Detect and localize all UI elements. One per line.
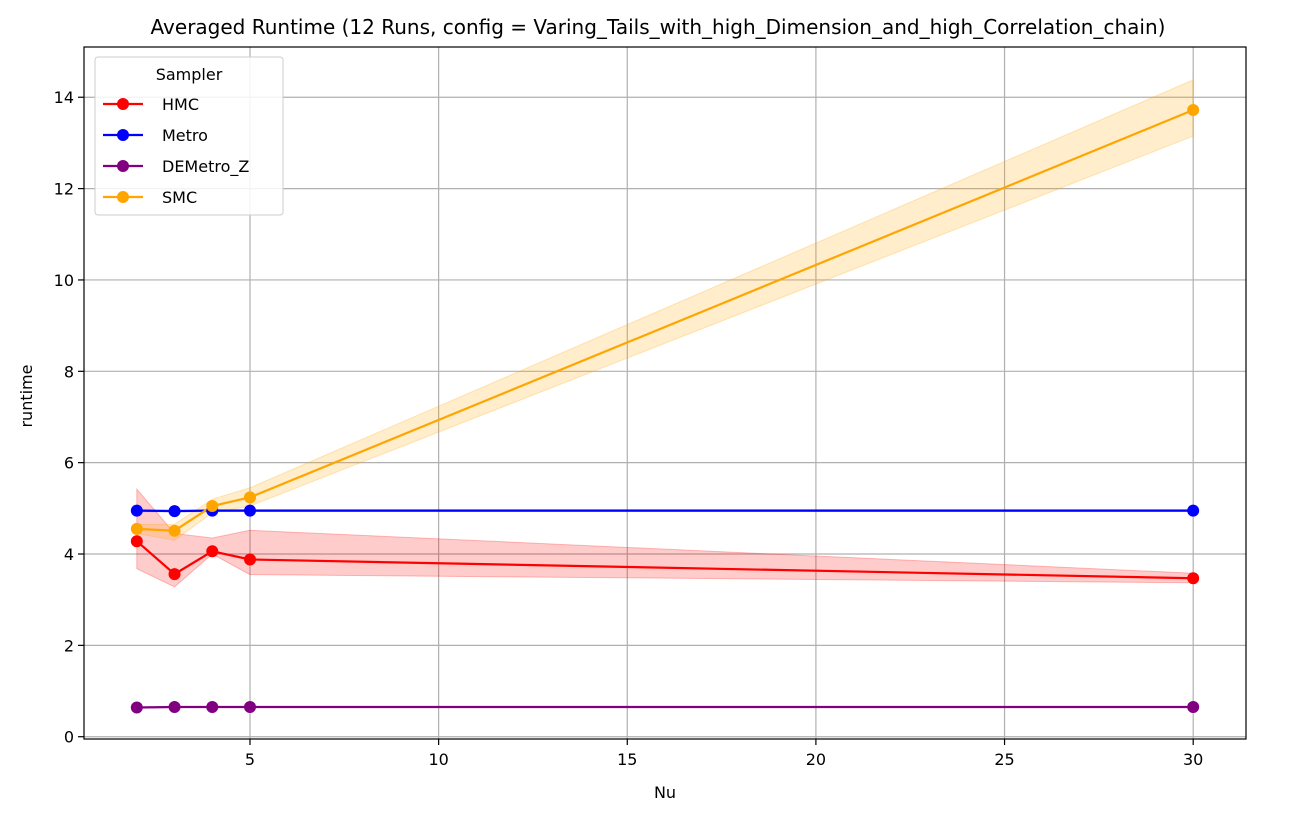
legend: Sampler HMC Metro DEMetro_Z SMC: [94, 56, 284, 216]
x-tick-label: 30: [1183, 750, 1203, 769]
smc-point: [1187, 104, 1200, 117]
demetro-z-point: [206, 701, 219, 714]
metro-point: [130, 504, 143, 517]
y-tick-label: 10: [54, 271, 74, 290]
metro-point: [244, 504, 256, 517]
legend-hmc-swatch-marker: [117, 98, 129, 110]
hmc-point: [168, 568, 181, 581]
hmc-point: [206, 545, 219, 558]
y-axis-label: runtime: [17, 364, 36, 427]
legend-box: [94, 56, 284, 216]
grid-lines: [84, 47, 1246, 739]
x-tick-label: 15: [617, 750, 637, 769]
plot-frame: [83, 46, 1247, 740]
demetro-z-point: [244, 701, 256, 714]
smc-point: [168, 524, 181, 537]
legend-title: Sampler: [156, 65, 223, 84]
chart-title: Averaged Runtime (12 Runs, config = Vari…: [151, 15, 1166, 39]
y-tick-label: 0: [64, 728, 74, 747]
y-tick-label: 14: [54, 88, 74, 107]
smc-point: [244, 491, 256, 504]
series-points: [130, 104, 1200, 714]
x-axis-label: Nu: [654, 783, 676, 802]
legend-items: HMC Metro DEMetro_Z SMC: [103, 95, 249, 207]
smc-point: [130, 522, 143, 535]
hmc-point: [130, 535, 143, 548]
smc-band: [136, 79, 1194, 541]
y-tick-label: 6: [64, 454, 74, 473]
y-axis-ticks: 0 2 4 6 8 10 12 14: [54, 88, 84, 747]
legend-demetro-z-swatch-marker: [117, 160, 129, 172]
legend-demetro-z-label: DEMetro_Z: [162, 157, 249, 177]
y-tick-label: 2: [64, 636, 74, 655]
x-tick-label: 5: [245, 750, 255, 769]
legend-hmc-label: HMC: [162, 95, 199, 114]
y-tick-label: 4: [64, 545, 74, 564]
x-tick-label: 25: [994, 750, 1014, 769]
x-axis-ticks: 5 10 15 20 25 30: [245, 739, 1203, 769]
hmc-point: [244, 553, 256, 566]
metro-point: [168, 505, 181, 518]
y-tick-label: 8: [64, 362, 74, 381]
demetro-z-point: [130, 701, 143, 714]
metro-point: [1187, 504, 1200, 517]
hmc-point: [1187, 572, 1200, 585]
legend-metro-label: Metro: [162, 126, 208, 145]
legend-smc-swatch-marker: [117, 191, 129, 203]
legend-metro-swatch-marker: [117, 129, 129, 141]
y-tick-label: 12: [54, 180, 74, 199]
hmc-band: [136, 487, 1194, 588]
demetro-z-point: [168, 701, 181, 714]
demetro-z-point: [1187, 701, 1200, 714]
series-lines: [136, 109, 1194, 709]
smc-point: [206, 500, 219, 513]
legend-smc-label: SMC: [162, 188, 197, 207]
x-tick-label: 20: [806, 750, 826, 769]
x-tick-label: 10: [428, 750, 448, 769]
